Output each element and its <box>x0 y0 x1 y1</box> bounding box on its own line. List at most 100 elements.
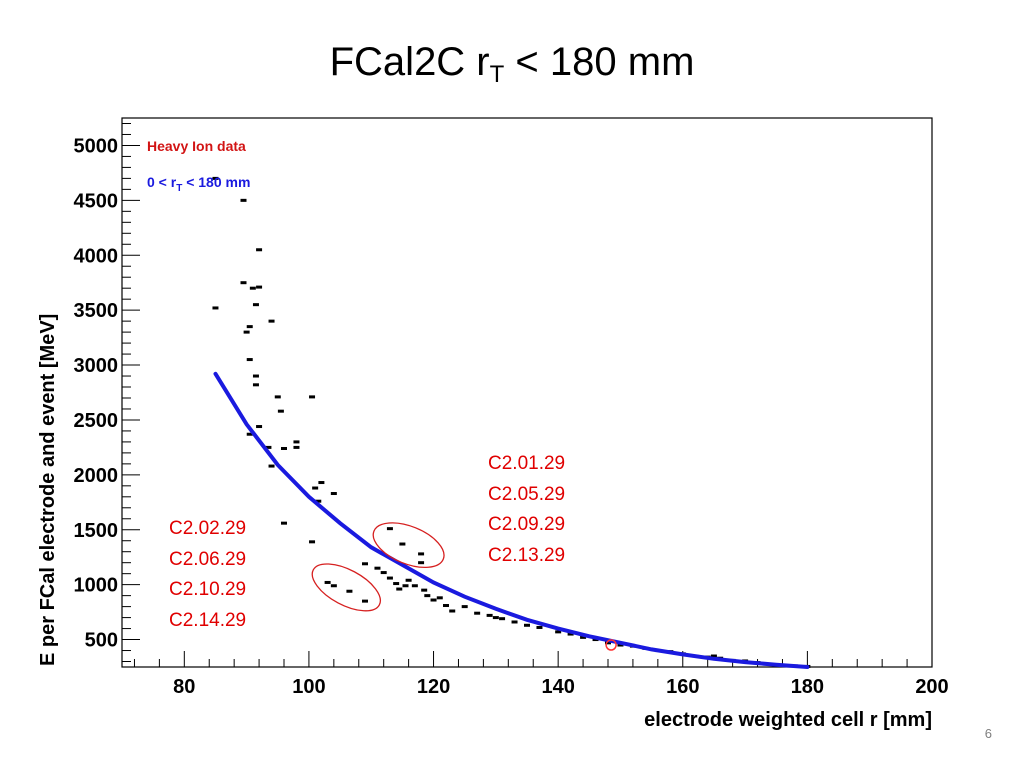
data-point <box>492 616 499 620</box>
data-point <box>511 620 518 624</box>
y-tick-label: 2000 <box>74 465 119 487</box>
annotation-ellipses <box>311 522 445 612</box>
data-point <box>274 395 281 399</box>
x-axis-label: electrode weighted cell r [mm] <box>644 709 932 731</box>
y-tick-label: 4000 <box>74 245 119 267</box>
data-point <box>309 540 316 544</box>
x-axis: 80 100 120 140 160 180 200 <box>133 651 949 698</box>
data-point <box>277 409 284 413</box>
data-point <box>580 635 587 639</box>
data-point <box>312 486 319 490</box>
data-point <box>449 609 456 613</box>
data-point <box>486 613 493 617</box>
x-tick-label: 200 <box>915 676 948 698</box>
y-axis: 500 1000 1500 2000 2500 3000 3500 4000 4500 5000 <box>74 122 140 663</box>
data-point <box>246 358 253 362</box>
y-tick-label: 500 <box>85 630 118 652</box>
title-subscript: T <box>489 61 505 88</box>
data-point <box>281 446 287 450</box>
data-point <box>256 285 263 289</box>
data-point <box>461 605 468 609</box>
y-tick-label: 1500 <box>74 520 119 542</box>
data-point <box>402 584 409 588</box>
data-point <box>330 584 337 588</box>
annotation-label: C2.06.29 <box>169 548 247 570</box>
data-point <box>393 582 400 586</box>
y-tick-label: 1000 <box>74 575 119 597</box>
data-point <box>430 598 437 602</box>
data-point <box>396 587 403 591</box>
data-point <box>309 395 316 399</box>
data-point <box>324 580 331 584</box>
x-tick-label: 160 <box>666 676 699 698</box>
data-point <box>380 571 387 575</box>
data-point <box>252 374 259 378</box>
data-point <box>212 176 219 180</box>
data-point <box>240 281 247 285</box>
plot-frame <box>121 117 933 668</box>
data-point <box>386 527 393 531</box>
data-point <box>212 306 219 310</box>
y-tick-label: 2500 <box>74 410 119 432</box>
annotation-label: C2.05.29 <box>488 483 566 505</box>
annotation-right-group: C2.01.29 C2.05.29 C2.09.29 C2.13.29 <box>488 449 565 571</box>
data-point <box>246 432 253 436</box>
x-tick-label: 100 <box>292 676 325 698</box>
data-point <box>268 464 275 468</box>
data-point <box>362 562 368 566</box>
annotation-label: C2.09.29 <box>488 514 566 535</box>
legend-fit: 0 < rT < 180 mm <box>147 174 250 194</box>
highlight-marker <box>605 639 617 651</box>
fit-curve <box>213 371 810 669</box>
legend-fit-suffix: < 180 mm <box>182 174 250 190</box>
annotation-label: C2.13.29 <box>488 544 566 566</box>
legend-heavy-ion: Heavy Ion data <box>147 138 246 154</box>
data-point <box>421 588 428 592</box>
annotation-ellipse <box>311 563 381 612</box>
data-point <box>268 319 275 323</box>
data-point <box>436 596 443 600</box>
data-point <box>318 481 325 485</box>
data-point <box>443 604 449 608</box>
data-point <box>424 594 431 598</box>
annotation-label: C2.01.29 <box>488 453 566 474</box>
data-point <box>374 566 381 570</box>
data-point <box>617 643 624 647</box>
data-point <box>411 584 418 588</box>
data-point <box>243 330 250 334</box>
data-point <box>605 641 611 645</box>
x-tick-label: 80 <box>173 676 195 698</box>
annotation-label: C2.10.29 <box>169 579 247 600</box>
annotation-left-group: C2.02.29 C2.06.29 C2.10.29 C2.14.29 <box>169 514 246 636</box>
y-axis-label: E per FCal electrode and event [MeV] <box>37 314 59 666</box>
data-point <box>293 440 300 444</box>
data-point <box>330 492 337 496</box>
x-tick-label: 120 <box>417 676 450 698</box>
legend-fit-prefix: 0 < r <box>147 174 177 190</box>
data-point <box>536 625 543 629</box>
y-tick-label: 3500 <box>74 300 119 322</box>
x-tick-label: 140 <box>541 676 574 698</box>
annotation-label: C2.14.29 <box>169 609 247 631</box>
data-point <box>293 445 300 449</box>
y-tick-label: 3000 <box>74 355 119 377</box>
data-point <box>246 325 253 329</box>
data-point <box>386 576 393 580</box>
data-point <box>405 578 412 582</box>
slide-number: 6 <box>984 726 992 741</box>
data-point <box>474 611 481 615</box>
legend-fit-sub: T <box>176 183 182 194</box>
data-point <box>418 561 425 565</box>
data-point <box>567 632 574 636</box>
y-tick-label: 5000 <box>74 135 119 157</box>
slide-title: FCal2C rT < 180 mm <box>0 40 1024 89</box>
data-point <box>265 445 272 449</box>
data-point <box>240 198 247 202</box>
data-point <box>249 286 256 290</box>
annotation-label: C2.02.29 <box>169 518 247 539</box>
data-point <box>346 589 353 593</box>
data-points <box>212 176 811 668</box>
data-point <box>315 499 322 503</box>
data-point <box>499 617 506 621</box>
